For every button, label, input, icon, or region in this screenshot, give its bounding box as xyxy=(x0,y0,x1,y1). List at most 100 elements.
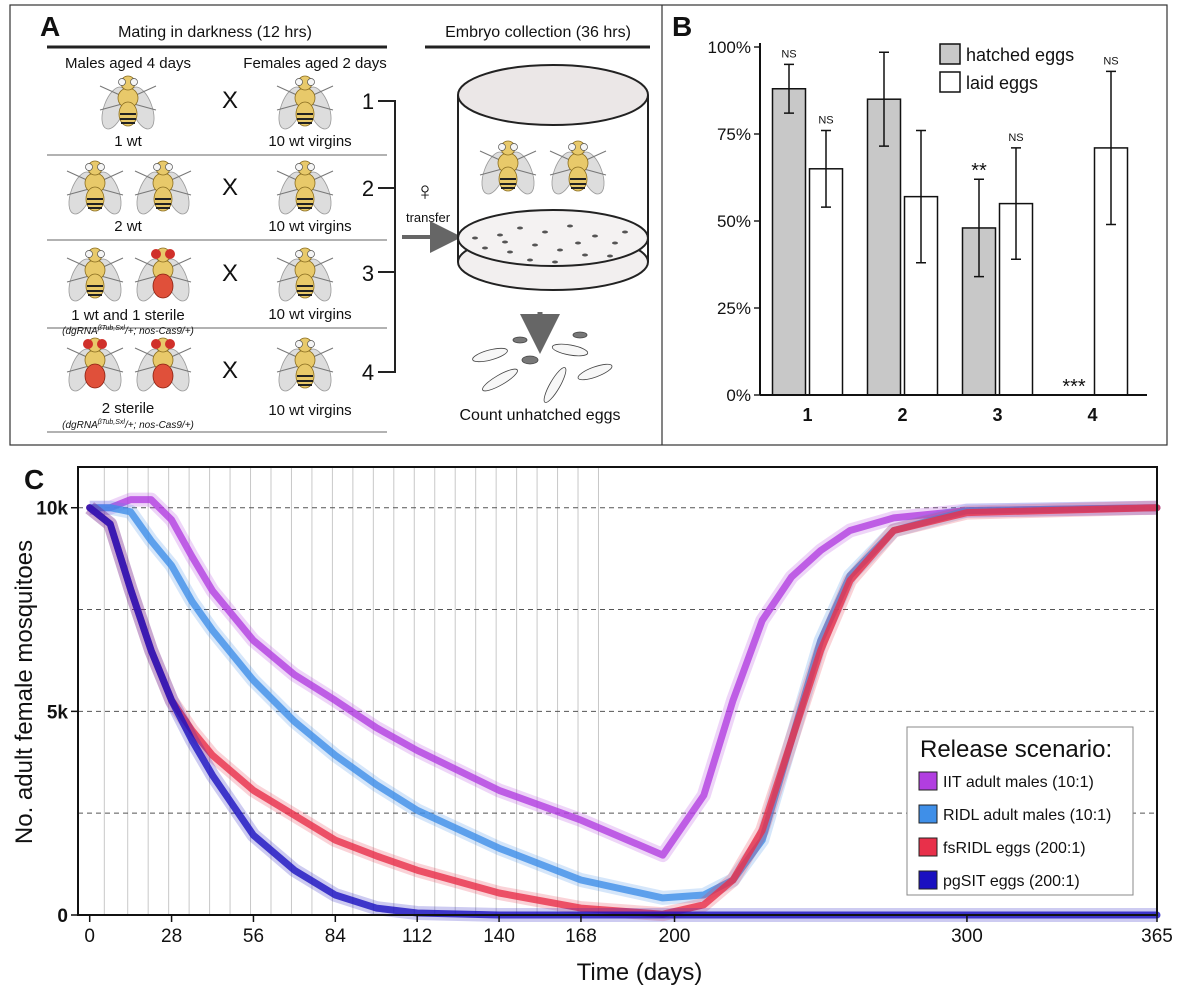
error-bar xyxy=(821,129,831,208)
row-number: 4 xyxy=(362,360,374,385)
y-tick-label: 0 xyxy=(57,906,68,927)
males-label: 1 wt xyxy=(114,133,142,150)
males-label: 2 sterile xyxy=(102,400,155,417)
females-label: 10 wt virgins xyxy=(268,133,351,150)
mating-title: Mating in darkness (12 hrs) xyxy=(118,24,312,41)
panel-label: A xyxy=(40,11,60,42)
panel-label: C xyxy=(24,464,44,495)
legend-label: hatched eggs xyxy=(966,45,1074,65)
males-label: 2 wt xyxy=(114,218,142,235)
error-bar xyxy=(784,63,794,114)
panel-a: A Mating in darkness (12 hrs) Males aged… xyxy=(40,11,650,433)
fly-female xyxy=(273,75,337,134)
x-tick-label: 112 xyxy=(402,926,432,947)
plot-frame xyxy=(77,466,1158,916)
significance: ** xyxy=(971,160,987,182)
cross: X xyxy=(222,357,238,384)
x-tick-label: 1 xyxy=(802,405,812,425)
females-header: Females aged 2 days xyxy=(243,55,386,72)
fly-male-wt xyxy=(63,247,127,306)
legend-swatch xyxy=(939,43,961,65)
cross: X xyxy=(222,87,238,114)
females-label: 10 wt virgins xyxy=(268,306,351,323)
y-tick-label: 75% xyxy=(717,125,751,144)
fly-male-sterile xyxy=(131,247,195,305)
fly-female xyxy=(273,160,337,219)
transfer-symbol: ♀ xyxy=(415,176,435,206)
x-tick-label: 2 xyxy=(897,405,907,425)
y-tick-label: 10k xyxy=(36,499,68,520)
cross: X xyxy=(222,174,238,201)
y-tick-label: 5k xyxy=(47,702,69,723)
genotype-sup: βTub,Sxl xyxy=(97,325,126,332)
bar xyxy=(866,98,902,396)
x-tick-label: 56 xyxy=(243,926,264,947)
x-tick-label: 28 xyxy=(161,926,182,947)
genotype-part: (dgRNA xyxy=(62,326,98,337)
legend-title: Release scenario: xyxy=(920,736,1112,763)
genotype-part: /+; nos-Cas9/+) xyxy=(124,326,194,337)
count-label: Count unhatched eggs xyxy=(459,407,620,424)
error-bar xyxy=(1106,70,1116,226)
x-tick-label: 0 xyxy=(84,926,95,947)
genotype: (dgRNAβTub,Sxl/+; nos-Cas9/+) xyxy=(62,419,194,431)
genotype: (dgRNAβTub,Sxl/+; nos-Cas9/+) xyxy=(62,325,194,337)
genotype-sup: βTub,Sxl xyxy=(97,419,126,426)
males-header: Males aged 4 days xyxy=(65,55,191,72)
legend-label: laid eggs xyxy=(966,73,1038,93)
error-bar xyxy=(916,129,926,264)
legend-label: pgSIT eggs (200:1) xyxy=(943,873,1080,890)
x-tick-label: 300 xyxy=(951,926,983,947)
x-tick-label: 84 xyxy=(325,926,347,947)
genotype-part: (dgRNA xyxy=(62,420,98,431)
fly-female xyxy=(273,247,337,306)
series-line xyxy=(86,496,1161,859)
legend-label: RIDL adult males (10:1) xyxy=(943,807,1111,824)
cross: X xyxy=(222,260,238,287)
error-bar xyxy=(1011,147,1021,261)
row-number: 3 xyxy=(362,261,374,286)
error-bar xyxy=(879,51,889,147)
significance: NS xyxy=(1008,132,1023,144)
fly-male-sterile xyxy=(131,337,195,395)
genotype-part: /+; nos-Cas9/+) xyxy=(124,420,194,431)
panel-frame xyxy=(9,4,1168,446)
legend-swatch xyxy=(918,870,938,890)
fly-male-wt xyxy=(131,160,195,219)
y-tick-label: 0% xyxy=(726,386,751,405)
x-tick-label: 3 xyxy=(992,405,1002,425)
error-bar xyxy=(974,178,984,278)
fly-male-wt xyxy=(96,75,160,134)
significance: *** xyxy=(1062,376,1086,398)
collection-title: Embryo collection (36 hrs) xyxy=(445,24,631,41)
bar xyxy=(771,88,807,396)
legend-swatch xyxy=(918,771,938,791)
legend-swatch xyxy=(918,804,938,824)
significance: NS xyxy=(781,48,796,60)
x-tick-label: 4 xyxy=(1087,405,1097,425)
x-tick-label: 140 xyxy=(483,926,515,947)
y-tick-label: 50% xyxy=(717,212,751,231)
row-number: 2 xyxy=(362,176,374,201)
y-tick-label: 100% xyxy=(708,38,751,57)
bracket xyxy=(378,100,396,373)
legend-label: IIT adult males (10:1) xyxy=(943,774,1094,791)
legend-label: fsRIDL eggs (200:1) xyxy=(943,840,1086,857)
females-label: 10 wt virgins xyxy=(268,402,351,419)
bar xyxy=(808,168,844,396)
y-axis-title: No. adult female mosquitoes xyxy=(11,540,38,844)
row-number: 1 xyxy=(362,89,374,114)
transfer-label: transfer xyxy=(406,210,451,225)
significance: NS xyxy=(1103,55,1118,67)
significance: NS xyxy=(818,115,833,127)
females-label: 10 wt virgins xyxy=(268,218,351,235)
x-tick-label: 365 xyxy=(1141,926,1173,947)
larvae xyxy=(472,331,613,403)
legend-swatch xyxy=(918,837,938,857)
fly-male-wt xyxy=(63,160,127,219)
panel-label: B xyxy=(672,11,692,42)
collection-vial xyxy=(457,64,649,291)
fly-female xyxy=(273,337,337,396)
x-axis-title: Time (days) xyxy=(577,959,703,985)
